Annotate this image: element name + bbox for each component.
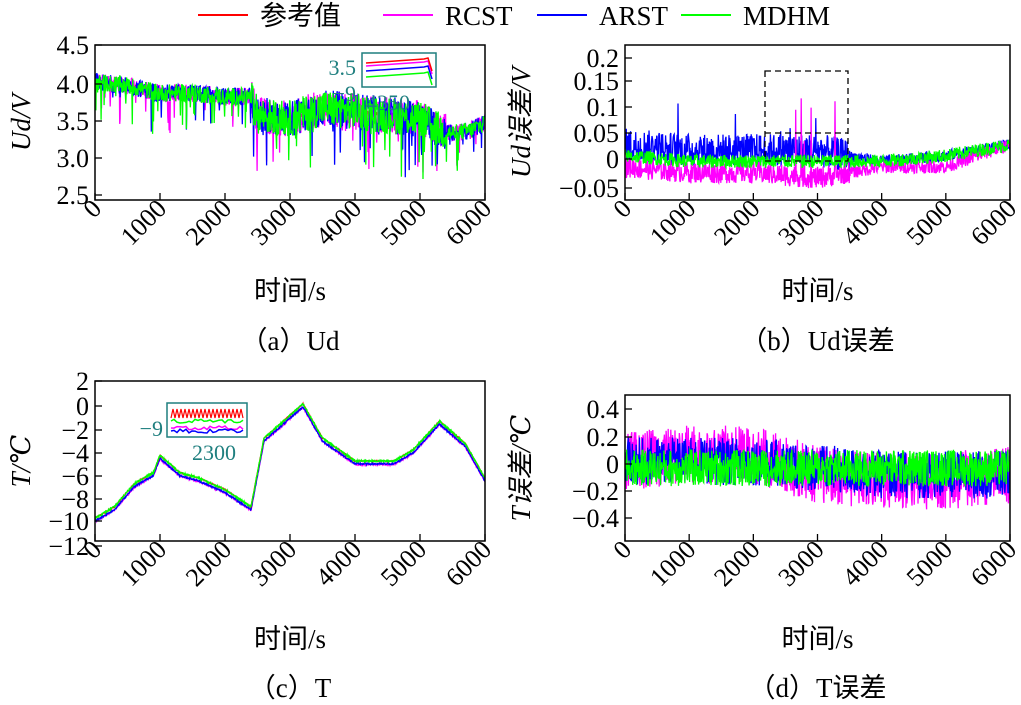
- y-axis-label: T/℃: [6, 435, 36, 488]
- y-tick-label: −6: [61, 462, 89, 491]
- x-axis-label: 时间/s: [254, 276, 326, 306]
- y-axis-label: T误差/℃: [506, 415, 536, 522]
- x-tick-label: 4000: [837, 194, 894, 251]
- inset-line-2: [170, 428, 244, 434]
- y-tick-label: −12: [48, 532, 89, 561]
- panel-caption: （a）Ud: [241, 326, 340, 356]
- x-tick-label: 5000: [375, 535, 432, 592]
- x-tick-label: 2000: [708, 194, 765, 251]
- x-tick-label: 0: [608, 535, 638, 565]
- inset-y-tick: 3.5: [329, 55, 357, 80]
- panel-a: 2.5 3.0 3.5 4.0 4.5 0 1000 2000 3000 4000 5000 6000…: [6, 31, 497, 356]
- y-tick-label: −8: [61, 485, 89, 514]
- x-tick-label: 0: [78, 194, 108, 224]
- inset-line-ref: [170, 408, 244, 419]
- inset-line-1: [365, 65, 433, 80]
- x-axis-label: 时间/s: [254, 624, 326, 654]
- y-tick-label: 4.5: [57, 31, 90, 60]
- series-mdhm: [625, 139, 1010, 170]
- inset-x-tick: 4350: [366, 90, 410, 115]
- y-tick-label: 4.0: [57, 70, 90, 99]
- x-tick-label: 6000: [965, 194, 1021, 251]
- y-tick-label: 0: [76, 392, 89, 421]
- plot-area: [95, 73, 485, 180]
- y-tick-label: 0.1: [587, 93, 620, 122]
- x-tick-label: 3000: [245, 535, 302, 592]
- legend-label-2: ARST: [599, 1, 669, 31]
- x-tick-label: 4000: [837, 535, 894, 592]
- y-tick-label: 0.2: [587, 44, 620, 73]
- plot-frame: [94, 380, 486, 542]
- x-tick-label: 2000: [180, 535, 237, 592]
- inset-line-2: [365, 60, 433, 75]
- y-tick-label: 0.15: [574, 67, 620, 96]
- x-tick-label: 3000: [772, 535, 829, 592]
- y-tick-label: 2: [76, 367, 89, 396]
- x-tick-label: 5000: [901, 535, 958, 592]
- y-tick-label: −0.05: [559, 174, 619, 203]
- x-tick-label: 6000: [440, 194, 497, 251]
- y-tick-label: 0.2: [587, 423, 620, 452]
- x-tick-label: 6000: [440, 535, 497, 592]
- inset-y-tick: −9: [140, 416, 163, 441]
- y-tick-label: −10: [48, 507, 89, 536]
- x-axis-label: 时间/s: [781, 276, 853, 306]
- series-mdhm: [625, 447, 1010, 487]
- inset-x-tick: 2300: [192, 440, 236, 465]
- y-tick-label: −2: [61, 416, 89, 445]
- x-tick-label: 3000: [772, 194, 829, 251]
- series-rcst: [625, 98, 1010, 189]
- y-tick-label: 0.4: [587, 395, 620, 424]
- y-tick-label: −4: [61, 439, 89, 468]
- x-tick-label: 5000: [375, 194, 432, 251]
- x-tick-label: 1000: [115, 535, 172, 592]
- x-tick-label: 3000: [245, 194, 302, 251]
- inset-line-3: [365, 57, 433, 72]
- y-tick-label: 3.5: [57, 107, 90, 136]
- legend-label-0: 参考值: [260, 1, 341, 31]
- y-tick-label: 0: [606, 450, 619, 479]
- y-axis-label: Ud误差/V: [506, 64, 536, 178]
- x-tick-label: 1000: [644, 194, 701, 251]
- legend-label-1: RCST: [445, 1, 513, 31]
- panel-caption: （b）Ud误差: [740, 326, 895, 356]
- x-tick-label: 2000: [180, 194, 237, 251]
- plot-area: [625, 425, 1010, 510]
- x-tick-label: 5000: [901, 194, 958, 251]
- panel-d: −0.4−0.200.20.40 1000 2000 3000 4000 5000 6000…: [506, 394, 1021, 703]
- y-tick-label: 0: [606, 145, 619, 174]
- x-tick-label: 1000: [644, 535, 701, 592]
- panel-caption: （d）T误差: [749, 673, 887, 703]
- series-mdhm: [95, 74, 485, 180]
- panel-caption: （c）T: [249, 673, 332, 703]
- inset-line-0: [365, 71, 433, 86]
- y-axis-label: Ud/V: [6, 91, 36, 152]
- x-tick-label: 0: [608, 194, 638, 224]
- x-axis-label: 时间/s: [781, 624, 853, 654]
- y-tick-label: 2.5: [57, 181, 90, 210]
- x-tick-label: 6000: [965, 535, 1021, 592]
- y-tick-label: −0.2: [572, 477, 619, 506]
- inset-frame: [166, 402, 248, 438]
- x-tick-label: 1000: [115, 194, 172, 251]
- inset: −9 2300: [140, 402, 248, 465]
- x-tick-label: 4000: [310, 194, 367, 251]
- inset-y-tick: −9: [333, 81, 356, 106]
- series-mdhm: [95, 402, 485, 521]
- x-tick-label: 4000: [310, 535, 367, 592]
- y-tick-label: 0.05: [574, 119, 620, 148]
- legend: 参考值 RCST ARST MDHM: [198, 1, 830, 31]
- x-tick-label: 2000: [708, 535, 765, 592]
- plot-area: [625, 98, 1010, 189]
- highlight-box: [764, 70, 849, 162]
- plot-area: [95, 401, 485, 524]
- y-tick-label: −0.4: [572, 504, 619, 533]
- legend-label-3: MDHM: [743, 1, 830, 31]
- y-tick-label: 3.0: [57, 144, 90, 173]
- inset: 3.5−9 4350: [329, 52, 437, 115]
- inset-line-0: [170, 418, 244, 424]
